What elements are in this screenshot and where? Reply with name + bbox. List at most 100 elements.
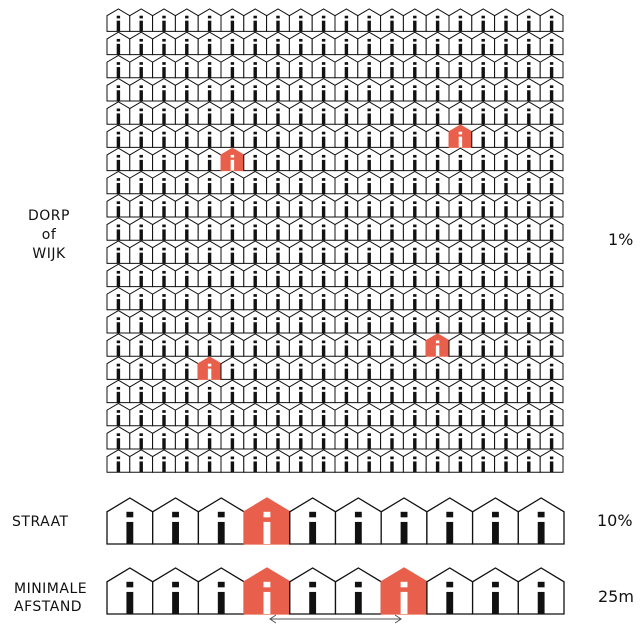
village-house [288,8,313,32]
street-house [380,497,428,545]
village-house [106,101,131,125]
village-house [471,333,496,357]
village-house [471,147,496,172]
village-house [220,124,245,148]
village-house [129,402,154,427]
village-house [380,449,404,473]
village-house [174,78,199,102]
village-house [106,356,131,380]
village-house [402,124,427,148]
village-house [380,124,404,148]
village-house [243,402,268,427]
village-house [152,240,176,264]
village-house [471,8,496,32]
village-house [220,31,245,56]
village-house [129,286,154,311]
village-house [425,402,450,427]
village-house [288,333,313,357]
village-house [334,333,359,357]
distance-house [426,567,474,615]
village-house [311,54,336,79]
village-house [357,194,382,218]
village-house [471,286,496,311]
village-house [288,124,313,148]
village-house [380,356,404,380]
village-house [266,240,290,264]
village-house [197,402,222,427]
village-house [197,240,222,264]
street-house [517,497,565,545]
village-house [334,8,359,32]
village-house [266,78,290,102]
percentage-dorp: 1% [608,230,634,249]
village-house [539,449,564,473]
village-house [197,286,222,311]
village-house [106,194,131,218]
village-house [288,426,313,450]
village-house [106,8,131,32]
village-house [288,240,313,264]
village-house [197,147,222,172]
village-house [220,147,245,172]
village-house [311,8,336,32]
village-house [425,101,450,125]
village-house [516,194,541,218]
village-house [311,194,336,218]
village-house [402,286,427,311]
village-house [311,31,336,56]
village-house [448,263,473,288]
village-house [494,78,518,102]
village-house [425,78,450,102]
village-house [380,194,404,218]
village-house [494,217,518,241]
village-house [288,402,313,427]
village-house [448,54,473,79]
village-house [471,402,496,427]
village-house [539,379,564,404]
village-house [357,402,382,427]
village-house [448,8,473,32]
village-house [380,101,404,125]
village-house [516,31,541,56]
village-house [243,170,268,195]
village-house [197,356,222,380]
village-house [311,78,336,102]
village-house [152,263,176,288]
village-house [471,240,496,264]
village-house [311,426,336,450]
village-house [197,426,222,450]
distance-house [471,567,519,615]
village-house [380,379,404,404]
street-house [426,497,474,545]
village-house [448,402,473,427]
distance-arrow [269,614,402,624]
village-house [129,449,154,473]
village-house [425,379,450,404]
village-house [152,217,176,241]
village-house [425,194,450,218]
village-house [197,310,222,334]
village-house [311,263,336,288]
village-house [288,78,313,102]
village-house [106,333,131,357]
village-house [288,31,313,56]
label-line: WIJK [32,246,66,262]
village-house [425,426,450,450]
distance-house [334,567,382,615]
village-house [402,31,427,56]
village-house [220,402,245,427]
village-house [174,402,199,427]
village-house [357,31,382,56]
village-house [288,356,313,380]
village-house [197,101,222,125]
village-house [402,54,427,79]
village-house [516,240,541,264]
distance-minimale-afstand: 25m [598,587,634,606]
village-house [288,263,313,288]
village-house [220,101,245,125]
village-house [106,449,131,473]
village-house [516,379,541,404]
village-house [220,333,245,357]
village-house [220,286,245,311]
